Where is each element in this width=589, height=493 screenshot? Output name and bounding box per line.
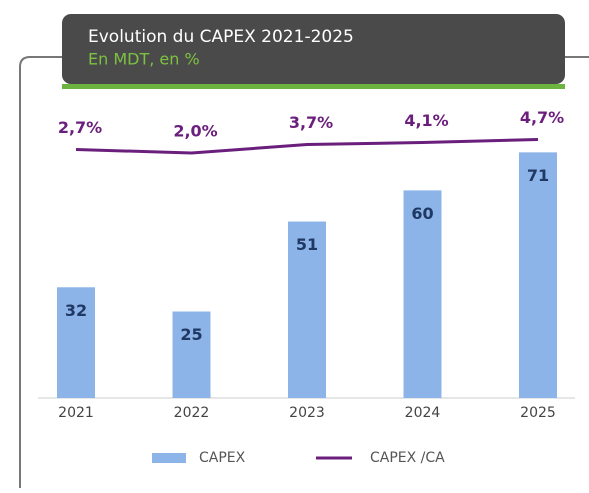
x-tick-label: 2024 bbox=[405, 405, 441, 421]
legend-label: CAPEX bbox=[199, 450, 246, 466]
line-value-label: 3,7% bbox=[289, 113, 333, 132]
line-value-label: 2,7% bbox=[58, 118, 102, 137]
title-box bbox=[62, 14, 565, 84]
x-tick-label: 2022 bbox=[174, 405, 210, 421]
title-underline bbox=[62, 84, 565, 89]
bar-value-label: 32 bbox=[65, 301, 87, 320]
bar bbox=[57, 287, 95, 398]
legend-label: CAPEX /CA bbox=[370, 450, 445, 466]
bar-value-label: 51 bbox=[296, 235, 318, 254]
legend-swatch bbox=[152, 453, 186, 463]
chart-subtitle: En MDT, en % bbox=[88, 50, 200, 69]
bar bbox=[403, 190, 442, 398]
bar-value-label: 25 bbox=[180, 325, 202, 344]
line-value-label: 2,0% bbox=[173, 122, 217, 141]
bar-value-label: 71 bbox=[527, 166, 549, 185]
line-value-label: 4,1% bbox=[404, 111, 448, 130]
line-value-label: 4,7% bbox=[520, 108, 564, 127]
line bbox=[75, 138, 539, 155]
x-tick-label: 2025 bbox=[520, 405, 556, 421]
bar bbox=[519, 152, 557, 398]
x-tick-label: 2023 bbox=[289, 405, 325, 421]
bar-value-label: 60 bbox=[411, 204, 433, 223]
bar bbox=[288, 221, 326, 398]
x-tick-label: 2021 bbox=[58, 405, 94, 421]
bar bbox=[172, 311, 211, 398]
frame bbox=[19, 56, 62, 488]
chart-title: Evolution du CAPEX 2021-2025 bbox=[88, 27, 354, 47]
